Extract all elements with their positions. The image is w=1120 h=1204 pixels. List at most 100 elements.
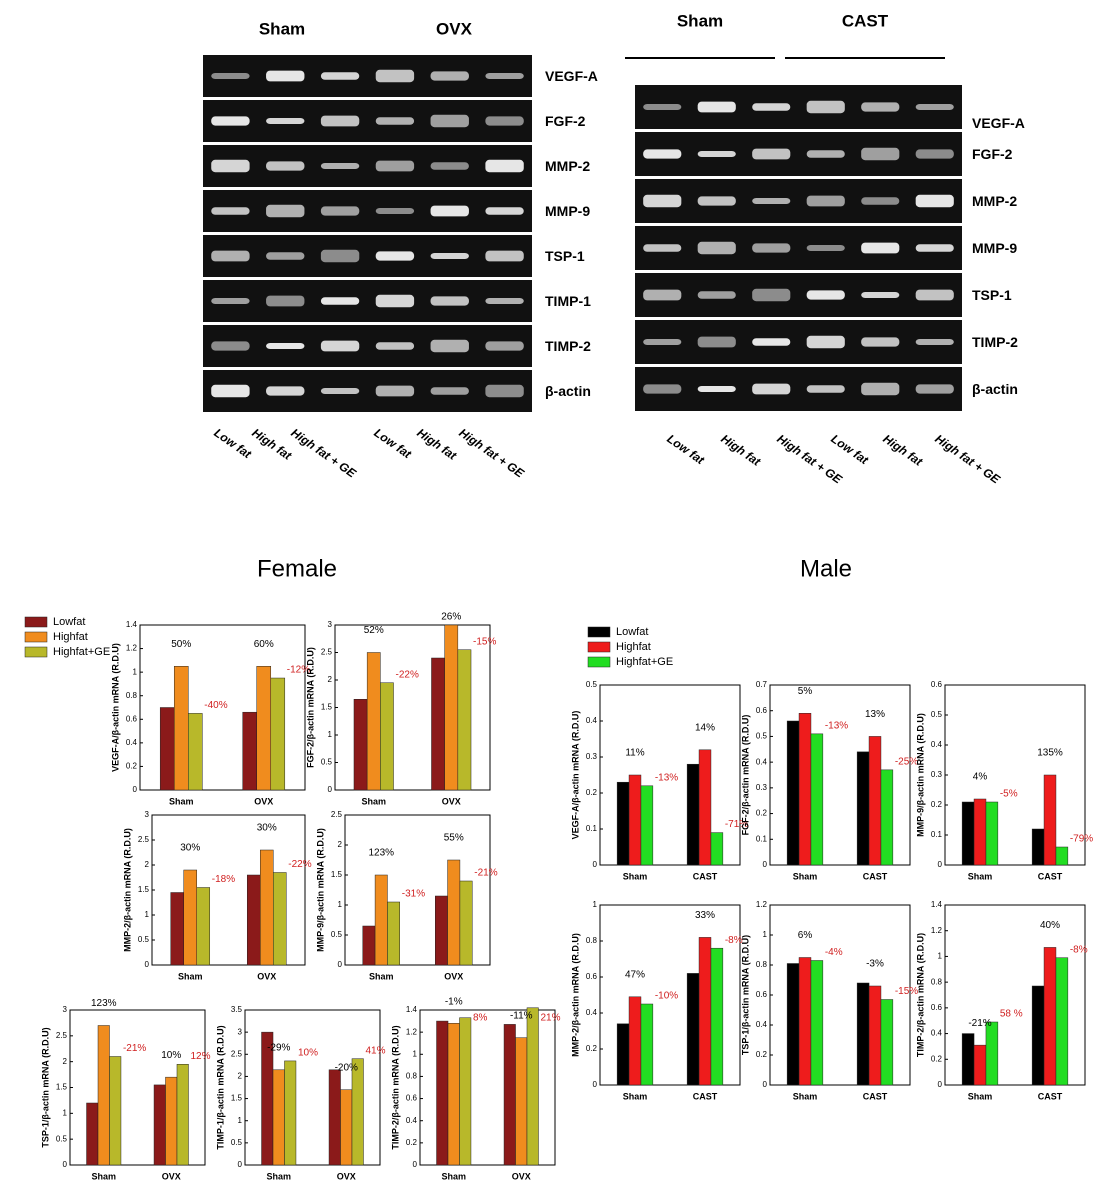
annotation: -8% bbox=[725, 935, 743, 946]
lane-label: High fat bbox=[718, 432, 763, 470]
gel-row-label: β-actin bbox=[972, 381, 1018, 397]
annotation: 40% bbox=[1040, 920, 1060, 931]
y-tick-label: 2.5 bbox=[138, 835, 150, 844]
annotation: -79% bbox=[1070, 834, 1093, 845]
lane-label: High fat + GE bbox=[288, 426, 359, 481]
legend-label: Highfat+GE bbox=[616, 656, 673, 668]
gel-band bbox=[752, 243, 791, 253]
gel-band bbox=[806, 335, 845, 349]
x-tick-label: OVX bbox=[162, 1171, 181, 1181]
gel-band bbox=[861, 382, 900, 396]
x-tick-label: Sham bbox=[623, 871, 648, 881]
gel-band bbox=[266, 343, 305, 349]
gel-group-label: Sham bbox=[259, 19, 305, 38]
y-tick-label: 0.5 bbox=[231, 1138, 243, 1147]
plot-frame bbox=[244, 1009, 381, 1166]
y-axis-label: TSP-1/β-actin mRNA (R.D.U) bbox=[740, 935, 750, 1055]
y-tick-label: 0.1 bbox=[931, 830, 943, 839]
y-tick-label: 0.4 bbox=[126, 738, 138, 747]
y-tick-label: 0.2 bbox=[126, 762, 138, 771]
y-tick-label: 1.2 bbox=[931, 926, 943, 935]
annotation: 10% bbox=[161, 1050, 181, 1061]
y-tick-label: 3 bbox=[238, 1027, 243, 1036]
y-tick-label: 0.1 bbox=[586, 824, 598, 833]
y-tick-label: 0.2 bbox=[756, 1050, 768, 1059]
legend-swatch bbox=[24, 646, 48, 658]
gel-band bbox=[375, 69, 415, 83]
y-tick-label: 0.3 bbox=[931, 770, 943, 779]
gel-band bbox=[752, 288, 791, 302]
annotation: -12% bbox=[287, 665, 310, 676]
gel-band bbox=[211, 207, 250, 215]
y-tick-label: 0.2 bbox=[406, 1138, 418, 1147]
gel-band bbox=[806, 150, 845, 158]
bar bbox=[640, 1003, 654, 1086]
y-tick-label: 0.6 bbox=[931, 680, 943, 689]
gel-row bbox=[635, 367, 962, 411]
gel-band bbox=[375, 385, 415, 397]
lane-label: Low fat bbox=[828, 432, 871, 468]
y-tick-label: 0.6 bbox=[406, 1094, 418, 1103]
bar bbox=[786, 720, 800, 866]
gel-band bbox=[806, 100, 845, 114]
gel-row-label: MMP-2 bbox=[545, 158, 590, 174]
legend-swatch bbox=[24, 616, 48, 628]
bar bbox=[710, 947, 724, 1086]
x-tick-label: Sham bbox=[968, 1091, 993, 1101]
gel-band bbox=[430, 114, 469, 128]
y-tick-label: 0.5 bbox=[138, 935, 150, 944]
y-axis-label: FGF-2/β-actin mRNA (R.D.U) bbox=[305, 647, 315, 768]
annotation: 123% bbox=[368, 848, 394, 859]
gel-band bbox=[211, 298, 250, 304]
gel-row-label: TIMP-2 bbox=[972, 334, 1018, 350]
legend-swatch bbox=[24, 631, 48, 643]
bar bbox=[698, 937, 712, 1086]
bar bbox=[242, 711, 257, 791]
bar bbox=[353, 699, 368, 791]
y-tick-label: 2 bbox=[238, 1072, 243, 1081]
bar bbox=[447, 1023, 460, 1166]
y-tick-label: 0 bbox=[763, 1080, 768, 1089]
legend-swatch bbox=[587, 626, 611, 638]
gel-band bbox=[266, 252, 305, 260]
y-tick-label: 2.5 bbox=[321, 648, 333, 657]
bar bbox=[272, 1069, 285, 1166]
x-tick-label: Sham bbox=[968, 871, 993, 881]
y-axis-label: VEGF-A/β-actin mRNA (R.D.U) bbox=[570, 711, 580, 840]
bar bbox=[170, 892, 184, 966]
annotation: 135% bbox=[1037, 748, 1063, 759]
bar bbox=[526, 1007, 539, 1166]
annotation: 123% bbox=[91, 998, 117, 1009]
bar bbox=[686, 763, 700, 866]
gel-band bbox=[211, 73, 250, 79]
gel-band bbox=[643, 194, 682, 208]
plot-frame bbox=[599, 684, 741, 866]
y-tick-label: 2.5 bbox=[331, 810, 343, 819]
y-tick-label: 2.5 bbox=[56, 1031, 68, 1040]
gel-band bbox=[915, 194, 954, 208]
gel-row-label: VEGF-A bbox=[545, 68, 598, 84]
x-tick-label: Sham bbox=[178, 971, 203, 981]
gel-band bbox=[320, 388, 360, 394]
y-tick-label: 0 bbox=[938, 1080, 943, 1089]
gel-band bbox=[266, 295, 305, 307]
annotation: -21% bbox=[474, 868, 497, 879]
annotation: -29% bbox=[267, 1042, 290, 1053]
gel-row-label: FGF-2 bbox=[972, 146, 1013, 162]
y-tick-label: 0 bbox=[63, 1160, 68, 1169]
gel-row bbox=[203, 325, 532, 367]
bar bbox=[270, 677, 286, 791]
lane-label: High fat bbox=[414, 426, 459, 464]
bar bbox=[459, 880, 473, 966]
gel-band bbox=[806, 195, 845, 207]
gel-row bbox=[203, 55, 532, 97]
gel-band bbox=[375, 342, 415, 350]
y-tick-label: 0.3 bbox=[586, 752, 598, 761]
gel-band bbox=[211, 116, 250, 126]
section-title: Female bbox=[257, 555, 337, 582]
y-tick-label: 0.8 bbox=[756, 960, 768, 969]
annotation: -18% bbox=[212, 874, 235, 885]
y-axis-label: TIMP-2/β-actin mRNA (R.D.U) bbox=[915, 933, 925, 1057]
y-tick-label: 0.5 bbox=[586, 680, 598, 689]
bar bbox=[880, 769, 894, 866]
